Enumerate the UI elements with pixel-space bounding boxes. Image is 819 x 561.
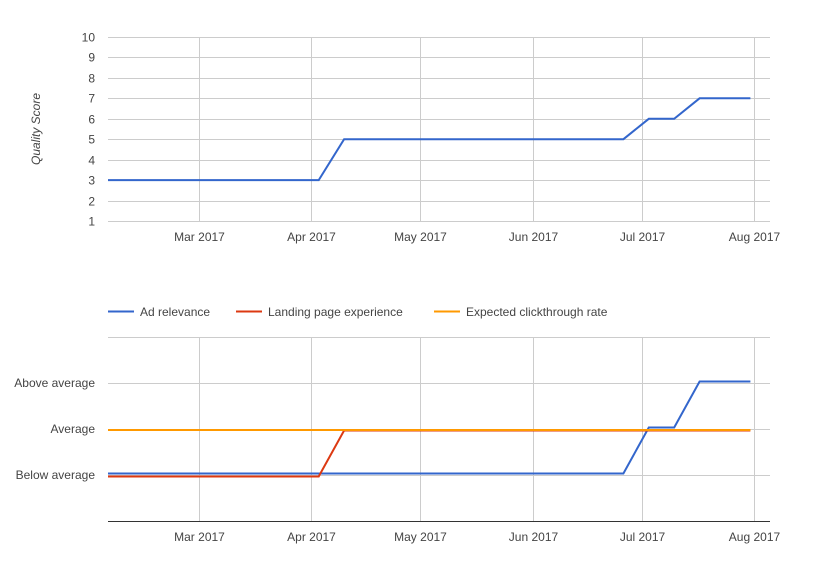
y-tick-label: Above average bbox=[14, 376, 95, 390]
y-tick-label: 6 bbox=[88, 113, 95, 127]
x-tick-label: May 2017 bbox=[394, 230, 447, 244]
x-tick-label: Jul 2017 bbox=[620, 530, 666, 544]
legend-label: Expected clickthrough rate bbox=[466, 305, 608, 319]
x-tick-label: Mar 2017 bbox=[174, 230, 225, 244]
y-tick-label: 10 bbox=[82, 31, 96, 45]
y-tick-label: 1 bbox=[88, 215, 95, 229]
x-tick-label: Aug 2017 bbox=[729, 530, 781, 544]
quality-score-chart: Mar 2017 Apr 2017 May 2017 Jun 2017 Jul 2017… bbox=[29, 31, 781, 245]
legend-label: Ad relevance bbox=[140, 305, 210, 319]
component-ratings-chart: Mar 2017 Apr 2017 May 2017 Jun 2017 Jul 2017… bbox=[14, 305, 780, 544]
series-line-quality-score bbox=[108, 97, 751, 182]
y-tick-label: 9 bbox=[88, 51, 95, 65]
series-line-ad-relevance bbox=[108, 380, 751, 475]
series-line-landing-page-experience bbox=[108, 429, 751, 478]
x-tick-label: Jun 2017 bbox=[509, 530, 559, 544]
x-tick-label: Jul 2017 bbox=[620, 230, 666, 244]
y-tick-label: Average bbox=[51, 422, 96, 436]
y-tick-label: 3 bbox=[88, 174, 95, 188]
y-tick-label: 8 bbox=[88, 72, 95, 86]
x-tick-label: Mar 2017 bbox=[174, 530, 225, 544]
x-tick-label: Jun 2017 bbox=[509, 230, 559, 244]
x-tick-label: Aug 2017 bbox=[729, 230, 781, 244]
y-tick-label: 4 bbox=[88, 154, 95, 168]
y-axis-label: Quality Score bbox=[29, 93, 43, 165]
legend-label: Landing page experience bbox=[268, 305, 403, 319]
y-tick-label: 7 bbox=[88, 92, 95, 106]
x-tick-label: Apr 2017 bbox=[287, 530, 336, 544]
y-tick-label: 2 bbox=[88, 195, 95, 209]
x-tick-label: Apr 2017 bbox=[287, 230, 336, 244]
y-tick-label: 5 bbox=[88, 133, 95, 147]
y-tick-label: Below average bbox=[16, 468, 96, 482]
x-tick-label: May 2017 bbox=[394, 530, 447, 544]
